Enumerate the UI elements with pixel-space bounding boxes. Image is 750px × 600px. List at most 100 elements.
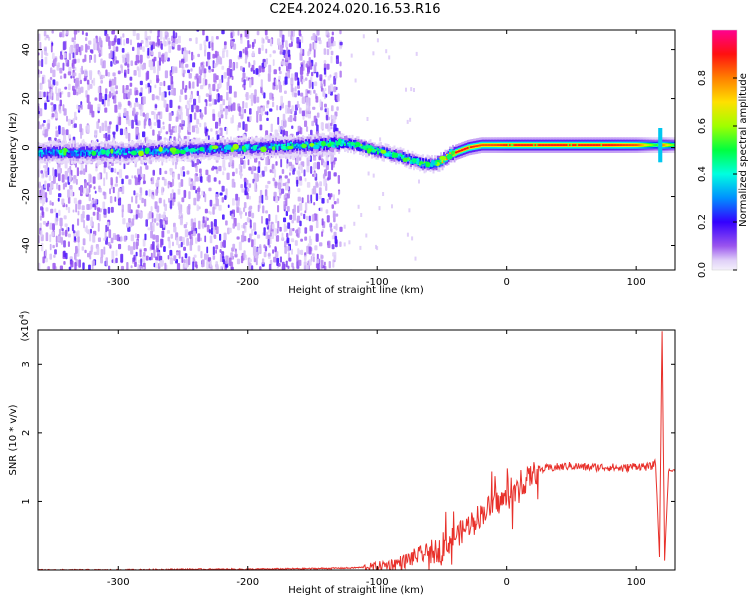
spectrogram-ridge-cell: [213, 149, 216, 152]
spectrogram-noise-cell: [164, 262, 167, 270]
spectrogram-noise-cell: [177, 188, 181, 195]
spectrogram-noise-cell: [357, 204, 360, 209]
spectrogram-noise-cell: [121, 48, 125, 53]
spectrogram-noise-cell: [228, 257, 232, 266]
spectrogram-noise-cell: [275, 79, 278, 86]
spectrogram-noise-cell: [128, 179, 132, 185]
spectrogram-ridge-cell: [554, 144, 556, 146]
spectrogram-noise-cell: [139, 80, 143, 86]
spectrogram-noise-cell: [123, 128, 127, 136]
spectrogram-ridge-cell: [543, 144, 546, 146]
spectrogram-noise-cell: [160, 127, 163, 134]
spectrogram-noise-cell: [105, 33, 109, 42]
spectrogram-noise-cell: [44, 180, 47, 189]
spectrogram-noise-cell: [306, 165, 310, 173]
spectrogram-noise-cell: [105, 172, 108, 180]
spectrogram-ridge-cell: [453, 152, 456, 157]
spectrogram-ridge-cell: [449, 152, 451, 154]
spectrogram-noise-cell: [306, 182, 311, 188]
spectrogram-noise-cell: [325, 114, 329, 121]
spectrogram-noise-cell: [261, 258, 265, 265]
spectrogram-noise-cell: [183, 246, 186, 251]
spectrogram-noise-cell: [87, 45, 90, 50]
spectrogram-noise-cell: [103, 237, 106, 241]
spectrogram-ridge-cell: [378, 150, 381, 153]
x-tick-label: 100: [627, 277, 646, 288]
spectrogram-noise-cell: [181, 126, 184, 130]
spectrogram-noise-cell: [222, 171, 225, 176]
spectrogram-noise-cell: [269, 92, 273, 100]
spectrogram-noise-cell: [262, 205, 265, 214]
spectrogram-noise-cell: [155, 95, 159, 100]
spectrogram-ridge-cell: [269, 143, 271, 149]
spectrogram-noise-cell: [59, 67, 63, 74]
spectrogram-noise-cell: [195, 127, 200, 134]
spectrogram-ridge-cell: [222, 148, 225, 151]
spectrogram-noise-cell: [229, 69, 233, 78]
spectrogram-noise-cell: [287, 178, 290, 184]
spectrogram-noise-cell: [145, 219, 148, 227]
spectrogram-noise-cell: [80, 162, 84, 172]
spectrogram-ridge-cell: [125, 148, 127, 154]
spectrogram-noise-cell: [272, 50, 276, 54]
spectrogram-noise-cell: [213, 234, 217, 239]
spectrogram-noise-cell: [207, 174, 211, 183]
spectrogram-noise-cell: [275, 197, 279, 203]
spectrogram-noise-cell: [65, 206, 68, 211]
spectrogram-noise-cell: [303, 169, 306, 177]
spectrogram-ridge-cell: [78, 148, 81, 154]
spectrogram-noise-cell: [224, 195, 227, 200]
spectrogram-noise-cell: [158, 255, 163, 262]
spectrogram-noise-cell: [284, 175, 288, 179]
spectrogram-noise-cell: [331, 235, 334, 240]
spectrogram-noise-cell: [208, 103, 212, 107]
spectrogram-noise-cell: [132, 107, 136, 117]
spectrogram-ridge-cell: [438, 160, 441, 162]
spectrogram-noise-cell: [267, 253, 271, 257]
spectrogram-noise-cell: [84, 249, 87, 254]
spectrogram-ridge-cell: [345, 140, 348, 142]
spectrogram-noise-cell: [308, 155, 311, 161]
spectrogram-noise-cell: [251, 165, 255, 170]
spectrogram-noise-cell: [57, 197, 60, 202]
spectrogram-noise-cell: [198, 220, 201, 230]
y-tick-label: 0: [21, 144, 32, 150]
spectrogram-noise-cell: [77, 58, 80, 63]
spectrogram-noise-cell: [196, 204, 199, 212]
spectrogram-ridge-blob: [309, 143, 315, 147]
spectrogram-noise-cell: [269, 38, 273, 47]
spectrogram-noise-cell: [107, 134, 111, 141]
spectrogram-noise-cell: [97, 173, 101, 180]
spectrogram-ridge-blob: [367, 148, 372, 152]
spectrogram-noise-cell: [323, 60, 327, 64]
spectrogram-noise-cell: [232, 102, 236, 111]
spectrogram-ridge-cell: [155, 149, 157, 155]
spectrogram-ridge-cell: [629, 144, 631, 146]
spectrogram-noise-cell: [195, 264, 198, 269]
spectrogram-noise-cell: [161, 186, 164, 196]
spectrogram-noise-cell: [53, 57, 57, 67]
spectrogram-noise-cell: [115, 176, 118, 184]
spectrogram-ridge-cell: [54, 151, 57, 154]
spectrogram-noise-cell: [43, 30, 47, 37]
spectrogram-noise-cell: [102, 201, 106, 211]
spectrogram-noise-cell: [141, 64, 145, 71]
spectrogram-noise-cell: [116, 171, 120, 175]
spectrogram-noise-cell: [54, 169, 57, 178]
spectrogram-noise-cell: [261, 37, 264, 44]
spectrogram-noise-cell: [55, 242, 58, 248]
spectrogram-noise-cell: [45, 171, 48, 178]
spectrogram-noise-cell: [84, 54, 87, 62]
spectrogram-ridge-cell: [531, 144, 534, 146]
spectrogram-noise-cell: [238, 241, 242, 251]
spectrogram-noise-cell: [287, 107, 291, 114]
spectrogram-noise-cell: [49, 222, 53, 230]
spectrogram-noise-cell: [162, 125, 165, 130]
spectrogram-noise-cell: [196, 176, 199, 182]
spectrogram-noise-cell: [198, 66, 201, 75]
spectrogram-noise-cell: [202, 216, 205, 224]
spectrogram-noise-cell: [327, 160, 329, 166]
spectrogram-ridge-cell: [591, 144, 594, 146]
spectrogram-noise-cell: [112, 186, 115, 194]
spectrogram-noise-cell: [137, 168, 140, 175]
